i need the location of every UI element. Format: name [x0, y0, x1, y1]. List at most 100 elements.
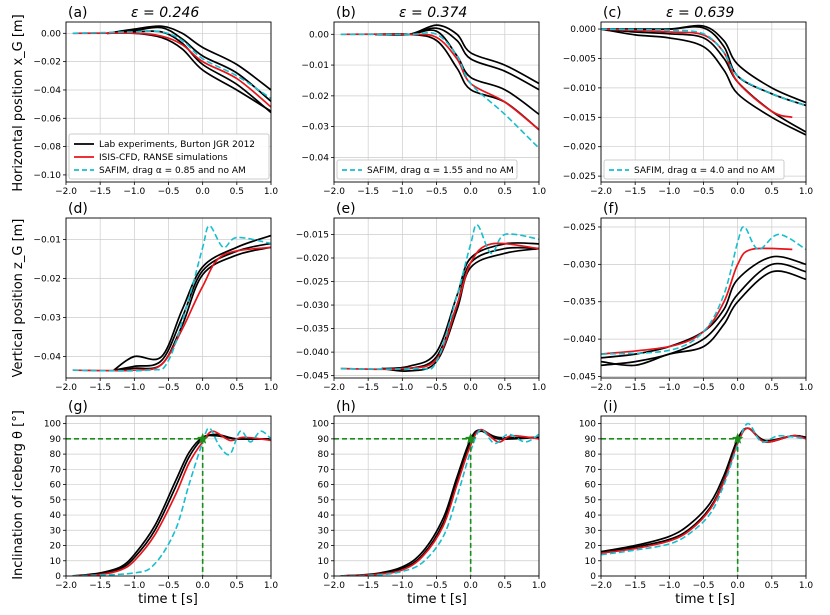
xtick-label: −1.0 — [658, 187, 680, 197]
isis-curve — [340, 242, 539, 371]
xtick-label: 0.5 — [230, 581, 244, 591]
panel-f: −2.0 −1.5 −1.0 −0.5 0.0 0.5 1.0 −0.025 −0.030 −0.… — [563, 201, 814, 393]
ytick-label: −0.02 — [301, 92, 329, 102]
panel-label: (b) — [336, 5, 356, 21]
legend: SAFIM, drag α = 4.0 and no AM — [603, 159, 785, 180]
isis-curve — [72, 32, 271, 108]
xtick-label: −1.5 — [357, 581, 379, 591]
xtick-label: −1.5 — [624, 383, 646, 393]
xtick-label: 0.0 — [464, 187, 479, 197]
series-group — [340, 428, 539, 576]
xtick-label: −0.5 — [426, 383, 448, 393]
xtick-label: 0.5 — [230, 383, 244, 393]
xtick-label: 0.0 — [196, 187, 211, 197]
xtick-label: 0.0 — [731, 383, 746, 393]
lab-curve-4 — [106, 25, 271, 91]
star-marker — [732, 432, 744, 444]
xtick-label: −1.5 — [89, 187, 111, 197]
x-axis-label-col3: time t [s] — [675, 592, 735, 607]
ytick-label: 30 — [50, 526, 62, 536]
xtick-label: −1.5 — [357, 187, 379, 197]
lab-curve-2 — [601, 427, 806, 553]
xtick-label: 1.0 — [799, 187, 814, 197]
isis-curve — [340, 33, 539, 131]
xtick-label: 0.0 — [731, 187, 746, 197]
ytick-label: 40 — [585, 511, 597, 521]
legend-label: ISIS-CFD, RANSE simulations — [99, 153, 228, 163]
legend-label: SAFIM, drag α = 0.85 and no AM — [99, 166, 246, 176]
lab-curve-1 — [113, 234, 271, 371]
safim-curve — [340, 31, 539, 149]
xtick-label: 1.0 — [264, 383, 279, 393]
plot-frame — [600, 415, 807, 577]
xtick-label: 0.0 — [196, 581, 211, 591]
xtick-label: −1.0 — [123, 383, 145, 393]
ytick-label: −0.010 — [563, 84, 597, 94]
ytick-label: 70 — [585, 465, 597, 475]
xtick-label: −2.0 — [590, 383, 612, 393]
ytick-label: −0.030 — [563, 260, 597, 270]
panel-label: (g) — [68, 399, 88, 415]
plot-frame — [333, 415, 540, 577]
xtick-label: −0.5 — [693, 383, 715, 393]
lab-curve-1 — [72, 433, 271, 576]
xtick-label: −1.5 — [624, 581, 646, 591]
ytick-label: 80 — [585, 450, 597, 460]
panel-label: (d) — [68, 201, 88, 217]
isis-curve — [601, 28, 793, 119]
lab-curve-2 — [374, 29, 539, 115]
ytick-label: −0.06 — [33, 114, 61, 124]
ytick-label: −0.03 — [33, 314, 61, 324]
series-group — [340, 24, 539, 149]
panel-b: −2.0 −1.5 −1.0 −0.5 0.0 0.5 1.0 0.00 −0.01 −0.02 −… — [301, 5, 546, 197]
xtick-label: 1.0 — [264, 581, 279, 591]
ytick-label: −0.04 — [301, 153, 329, 163]
ytick-label: 0 — [55, 572, 61, 582]
legend-box — [336, 159, 518, 180]
x-axis-label-col1: time t [s] — [138, 592, 198, 607]
ytick-label: −0.005 — [563, 54, 596, 64]
panel-i: −2.0 −1.5 −1.0 −0.5 0.0 0.5 1.0 0 10 20 30 40 50 60 70… — [579, 399, 814, 591]
ytick-label: −0.04 — [33, 353, 61, 363]
ytick-label: −0.025 — [296, 278, 329, 288]
series-group — [72, 224, 271, 372]
xtick-label: −2.0 — [55, 187, 77, 197]
xtick-label: 1.0 — [799, 581, 814, 591]
xtick-label: −0.5 — [693, 187, 715, 197]
safim-curve — [72, 427, 271, 576]
xtick-label: −2.0 — [323, 187, 345, 197]
legend: Lab experiments, Burton JGR 2012 ISIS-CFD… — [68, 133, 270, 180]
legend-label: Lab experiments, Burton JGR 2012 — [99, 140, 255, 150]
xtick-label: 1.0 — [532, 187, 547, 197]
xtick-label: −2.0 — [55, 383, 77, 393]
lab-curve-3 — [374, 33, 539, 131]
xtick-label: −1.5 — [89, 383, 111, 393]
ytick-label: −0.020 — [563, 143, 597, 153]
ytick-label: −0.02 — [33, 58, 61, 68]
ytick-label: −0.025 — [563, 223, 596, 233]
ytick-label: 90 — [585, 435, 597, 445]
panel-c: −2.0 −1.5 −1.0 −0.5 0.0 0.5 1.0 0.000 −0.005 −0.0… — [563, 5, 814, 197]
ytick-label: 50 — [50, 496, 62, 506]
xtick-label: −1.5 — [624, 187, 646, 197]
lab-curve-3 — [381, 247, 539, 373]
series-group — [340, 224, 539, 373]
ytick-label: −0.02 — [33, 274, 61, 284]
safim-curve — [340, 224, 539, 370]
isis-curve — [340, 428, 539, 576]
epsilon-label: ε = 0.374 — [399, 5, 467, 21]
lab-curve-3 — [113, 246, 271, 372]
ytick-label: −0.03 — [301, 123, 329, 133]
lab-curve-2 — [72, 434, 271, 576]
series-group — [72, 427, 271, 576]
plot-frame — [65, 217, 272, 379]
ytick-label: 40 — [318, 511, 330, 521]
isis-curve — [601, 427, 806, 554]
ytick-label: 0.000 — [570, 25, 596, 35]
ytick-label: 90 — [50, 435, 62, 445]
xtick-label: 0.0 — [731, 581, 746, 591]
ytick-label: 0.00 — [309, 30, 329, 40]
lab-curve-2 — [340, 428, 539, 576]
star-marker — [465, 432, 477, 444]
lab-curve-1 — [106, 26, 271, 102]
